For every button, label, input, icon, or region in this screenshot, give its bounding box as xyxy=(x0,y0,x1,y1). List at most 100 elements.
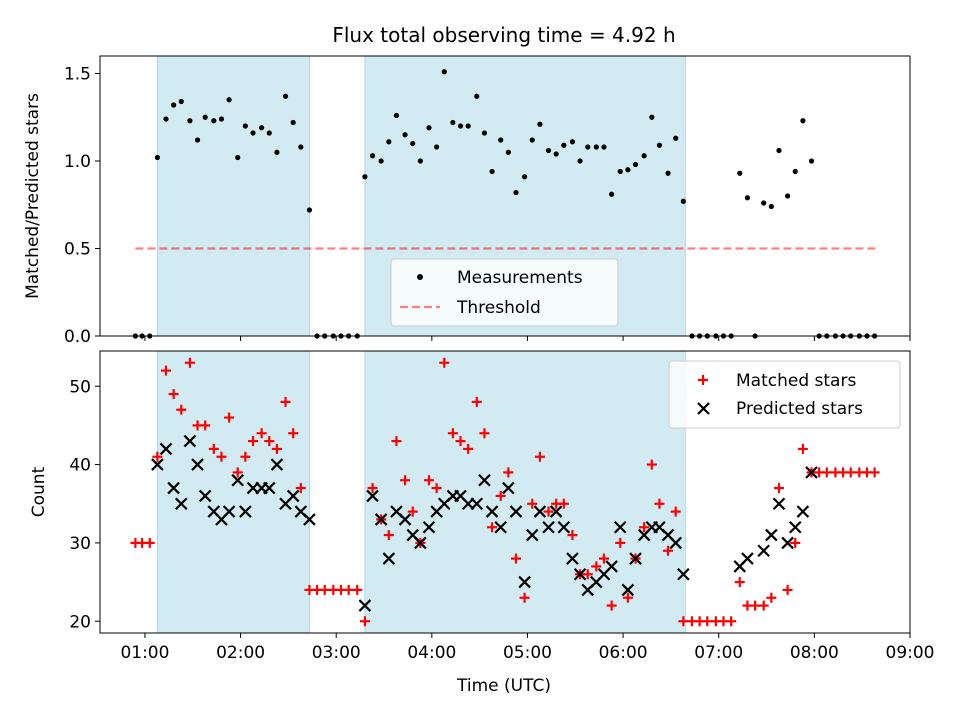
matched-star-marker xyxy=(663,545,674,556)
x-tick-label: 05:00 xyxy=(503,643,552,663)
predicted-star-marker xyxy=(549,505,563,518)
matched-star-marker xyxy=(319,584,330,595)
matched-star-marker xyxy=(168,389,179,400)
measurement-point xyxy=(378,158,384,164)
matched-star-marker xyxy=(821,467,832,478)
predicted-star-marker xyxy=(757,544,770,558)
x-tick-label: 06:00 xyxy=(599,643,648,663)
predicted-star-marker xyxy=(262,481,276,495)
matched-star-marker xyxy=(288,428,299,439)
matched-star-marker xyxy=(750,600,761,611)
matched-star-marker xyxy=(869,467,880,478)
measurement-point xyxy=(665,170,671,176)
measurement-point xyxy=(522,174,528,180)
measurement-point xyxy=(553,151,559,157)
matched-star-marker xyxy=(639,522,650,533)
predicted-star-marker xyxy=(231,473,244,487)
predicted-legend-marker xyxy=(697,402,710,415)
predicted-star-marker xyxy=(470,497,484,511)
matched-star-marker xyxy=(519,592,530,603)
matched-star-marker xyxy=(271,443,282,454)
matched-legend-marker xyxy=(698,375,708,385)
measurement-point xyxy=(529,137,535,143)
matched-star-marker xyxy=(367,483,378,494)
y-tick-label: 1.0 xyxy=(64,152,91,172)
legend-matched-stars: Matched stars xyxy=(736,371,856,391)
measurement-point xyxy=(545,147,552,154)
predicted-star-marker xyxy=(222,505,236,518)
matched-star-marker xyxy=(176,404,187,415)
measurement-point xyxy=(800,118,806,124)
matched-star-marker xyxy=(431,483,442,494)
predicted-star-marker xyxy=(557,520,571,534)
measurement-point xyxy=(211,118,217,124)
y-tick-label: 1.5 xyxy=(64,65,91,85)
measurement-points xyxy=(132,69,878,339)
predicted-star-marker xyxy=(613,520,627,534)
matched-star-marker xyxy=(248,436,259,447)
matched-star-marker xyxy=(208,443,219,454)
matched-star-marker xyxy=(622,592,633,603)
measurement-point xyxy=(282,93,289,99)
legend-threshold: Threshold xyxy=(456,298,541,318)
matched-star-marker xyxy=(400,475,411,486)
measurement-point xyxy=(649,114,655,120)
matched-star-marker xyxy=(160,365,171,376)
measurement-point xyxy=(163,116,169,122)
predicted-star-marker xyxy=(151,458,164,471)
predicted-star-marker xyxy=(781,536,794,550)
measurement-point xyxy=(498,137,504,143)
measurement-point xyxy=(194,137,201,143)
measurement-point xyxy=(585,144,591,150)
measurement-point xyxy=(187,118,193,124)
predicted-star-marker xyxy=(788,520,802,534)
predicted-star-marker xyxy=(518,575,531,589)
predicted-star-marker xyxy=(382,552,396,565)
predicted-star-marker xyxy=(303,513,316,526)
measurement-point xyxy=(808,158,815,164)
y-tick-label: 40 xyxy=(69,456,91,476)
matched-star-marker xyxy=(359,616,370,627)
shaded-interval xyxy=(156,350,310,634)
x-tick-label: 07:00 xyxy=(694,643,743,663)
bottom-y-ticks: 20 30 40 50 xyxy=(69,377,100,632)
predicted-star-marker xyxy=(542,520,555,534)
matched-star-marker xyxy=(606,600,617,611)
matched-star-marker xyxy=(797,443,808,454)
predicted-star-marker xyxy=(422,520,436,534)
predicted-star-marker xyxy=(270,458,284,471)
matched-star-marker xyxy=(479,428,490,439)
matched-star-marker xyxy=(734,577,745,588)
top-plot-frame xyxy=(99,55,911,337)
measurement-point xyxy=(505,149,511,155)
predicted-star-marker xyxy=(533,505,547,518)
predicted-star-marker xyxy=(605,560,618,573)
measurement-point xyxy=(537,121,543,127)
predicted-star-marker xyxy=(741,552,754,565)
measurement-point xyxy=(744,195,751,201)
measurement-point xyxy=(290,119,296,126)
measurement-point xyxy=(776,147,782,154)
shaded-interval xyxy=(364,350,686,634)
measurement-point xyxy=(632,161,639,168)
predicted-star-marker xyxy=(286,489,300,503)
measurement-point xyxy=(362,174,368,180)
matched-star-marker xyxy=(423,475,434,486)
top-panel: 0.0 0.5 1.0 1.5 Matched/Predicted stars Mea… xyxy=(23,55,911,347)
matched-star-marker xyxy=(845,467,856,478)
matched-star-marker xyxy=(646,459,657,470)
measurement-point xyxy=(218,116,225,122)
x-tick-label: 09:00 xyxy=(886,643,935,663)
measurement-point xyxy=(737,170,743,176)
predicted-star-marker xyxy=(805,466,818,479)
matched-star-marker xyxy=(295,483,306,494)
measurement-point xyxy=(235,154,241,161)
predicted-star-marker xyxy=(765,528,778,542)
matched-star-marker xyxy=(439,357,450,368)
predicted-star-marker xyxy=(502,481,515,495)
predicted-stars-points xyxy=(151,434,818,612)
matched-star-marker xyxy=(463,443,474,454)
bottom-legend: Matched stars Predicted stars xyxy=(668,360,901,429)
